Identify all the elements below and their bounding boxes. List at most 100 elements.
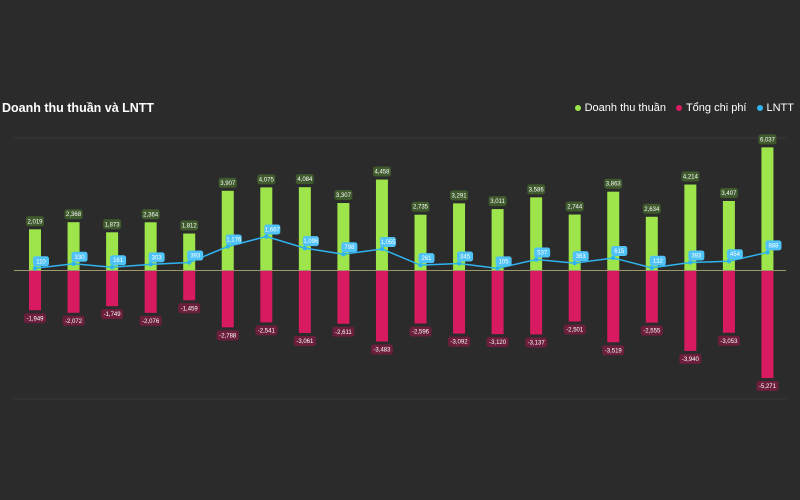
- cost-bar[interactable]: [722, 270, 735, 333]
- revenue-data-label: 2,744: [565, 201, 584, 212]
- revenue-data-label-text: 6,037: [760, 137, 776, 143]
- lntt-point[interactable]: [341, 252, 346, 257]
- cost-data-label: -2,541: [255, 325, 278, 336]
- cost-bar[interactable]: [761, 270, 774, 379]
- cost-bar[interactable]: [453, 270, 466, 334]
- cost-bar[interactable]: [144, 270, 157, 313]
- lntt-point[interactable]: [456, 261, 462, 266]
- lntt-point[interactable]: [649, 265, 654, 271]
- lntt-point[interactable]: [109, 265, 115, 270]
- lntt-point[interactable]: [264, 234, 269, 239]
- legend-label-total-cost: Tổng chi phí: [685, 102, 747, 114]
- cost-bar[interactable]: [491, 270, 504, 335]
- cost-bar[interactable]: [221, 270, 234, 328]
- revenue-data-label-bg: [334, 190, 353, 201]
- revenue-data-label-text: 2,744: [567, 205, 583, 211]
- lntt-data-label: 161: [110, 255, 127, 266]
- cost-data-label-bg: [24, 313, 46, 324]
- legend-item-total-cost[interactable]: Tổng chi phí: [675, 102, 747, 114]
- revenue-data-label-bg: [372, 166, 391, 177]
- revenue-data-label-bg: [411, 201, 430, 212]
- revenue-data-label-text: 2,364: [143, 212, 159, 218]
- cost-bar[interactable]: [298, 270, 311, 333]
- cost-bar[interactable]: [530, 270, 543, 335]
- revenue-data-label: 4,075: [257, 174, 276, 185]
- cost-data-label: -3,137: [525, 337, 548, 348]
- revenue-data-label-bg: [758, 134, 777, 145]
- lntt-point[interactable]: [187, 260, 192, 265]
- cost-bar[interactable]: [375, 270, 388, 342]
- lntt-data-label-bg: [495, 256, 512, 267]
- legend-item-lntt[interactable]: LNTT: [756, 102, 794, 114]
- revenue-bar[interactable]: [491, 209, 504, 271]
- revenue-bar[interactable]: [298, 187, 311, 271]
- revenue-data-label-text: 3,586: [529, 187, 545, 193]
- revenue-bar[interactable]: [375, 179, 388, 271]
- revenue-bar[interactable]: [684, 184, 697, 271]
- revenue-data-label: 3,291: [450, 190, 469, 201]
- lntt-data-label-text: 110: [36, 259, 46, 265]
- revenue-data-label-bg: [527, 184, 546, 195]
- revenue-data-label-bg: [488, 196, 507, 207]
- cost-data-label: -3,940: [679, 353, 702, 364]
- legend-label-revenue: Doanh thu thuần: [584, 102, 666, 114]
- cost-data-label-bg: [602, 345, 625, 356]
- lntt-data-label-bg: [71, 251, 88, 262]
- lntt-point[interactable]: [765, 250, 770, 255]
- revenue-data-label-text: 2,019: [27, 219, 43, 225]
- lntt-point[interactable]: [495, 266, 500, 271]
- revenue-bar[interactable]: [761, 147, 774, 271]
- revenue-data-label-text: 2,735: [413, 205, 429, 211]
- cost-bar[interactable]: [645, 270, 658, 323]
- revenue-data-label: 3,407: [719, 187, 738, 198]
- revenue-data-label: 3,863: [604, 178, 623, 189]
- lntt-point[interactable]: [32, 266, 38, 271]
- revenue-bar[interactable]: [337, 203, 350, 271]
- lntt-point[interactable]: [611, 255, 616, 261]
- cost-bar[interactable]: [684, 270, 697, 351]
- cost-bar[interactable]: [414, 270, 427, 324]
- cost-data-label-bg: [409, 326, 432, 337]
- cost-data-label-text: -3,120: [489, 340, 507, 346]
- revenue-data-label: 6,037: [758, 134, 777, 145]
- lntt-data-label-text: 345: [460, 254, 471, 260]
- lntt-data-label-text: 537: [537, 251, 548, 257]
- cost-bar[interactable]: [29, 270, 41, 311]
- cost-bar[interactable]: [337, 270, 350, 324]
- revenue-data-label: 1,812: [180, 220, 199, 231]
- revenue-data-label-bg: [450, 190, 469, 201]
- lntt-point[interactable]: [726, 259, 732, 264]
- revenue-data-label-bg: [642, 203, 661, 214]
- lntt-data-label-text: 363: [576, 254, 587, 260]
- lntt-data-label-bg: [688, 250, 705, 261]
- lntt-point[interactable]: [302, 245, 308, 251]
- cost-bar[interactable]: [607, 270, 620, 343]
- lntt-point[interactable]: [688, 260, 693, 265]
- cost-bar[interactable]: [260, 270, 273, 323]
- cost-data-label-text: -2,611: [335, 330, 352, 336]
- lntt-data-label-bg: [457, 251, 474, 262]
- cost-data-label: -2,076: [139, 315, 162, 326]
- cost-bar[interactable]: [67, 270, 80, 313]
- lntt-point[interactable]: [148, 262, 153, 267]
- cost-data-label-text: -2,072: [65, 319, 83, 325]
- cost-bar[interactable]: [568, 270, 581, 322]
- lntt-data-label-bg: [148, 252, 165, 263]
- lntt-point[interactable]: [71, 261, 76, 266]
- cost-bar[interactable]: [106, 270, 119, 307]
- revenue-bar[interactable]: [221, 190, 234, 271]
- lntt-point[interactable]: [225, 244, 230, 249]
- cost-bar[interactable]: [183, 270, 196, 301]
- cost-data-label-text: -1,749: [104, 312, 122, 318]
- cost-data-label-text: -3,940: [682, 357, 700, 363]
- lntt-data-label: 1,096: [302, 236, 319, 247]
- lntt-point[interactable]: [379, 246, 385, 252]
- lntt-point[interactable]: [418, 262, 423, 268]
- revenue-data-label-text: 3,907: [220, 181, 236, 187]
- cost-data-label: -1,749: [101, 309, 124, 320]
- revenue-data-label: 4,214: [681, 171, 700, 182]
- lntt-point[interactable]: [572, 260, 577, 266]
- revenue-data-label: 3,586: [527, 184, 546, 195]
- lntt-point[interactable]: [533, 257, 539, 262]
- legend-item-revenue[interactable]: Doanh thu thuần: [574, 102, 666, 114]
